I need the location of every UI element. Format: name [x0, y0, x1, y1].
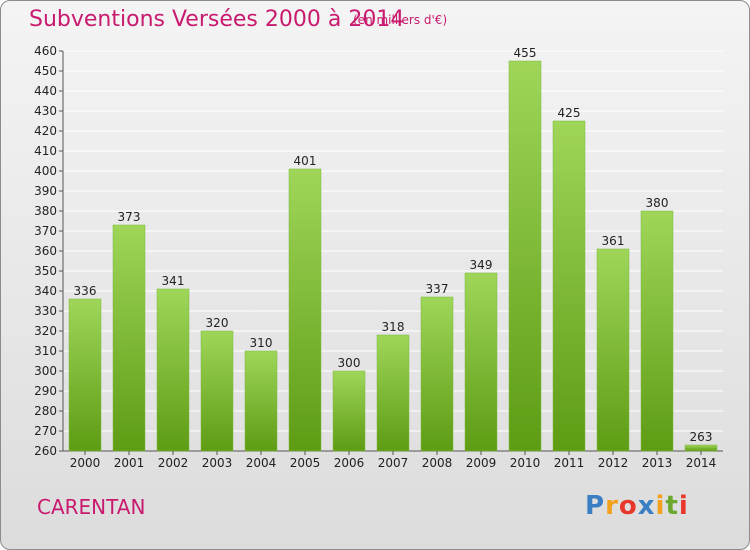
value-label-2005: 401	[294, 154, 317, 168]
bar-2007	[376, 334, 410, 452]
y-tick-label: 400	[34, 164, 57, 178]
logo-letter: x	[637, 491, 656, 521]
x-tick-label-2012: 2012	[598, 456, 629, 470]
city-name: CARENTAN	[37, 495, 146, 519]
y-tick-label: 450	[34, 64, 57, 78]
bar-2002	[156, 288, 190, 452]
y-tick-label: 360	[34, 244, 57, 258]
y-tick-label: 380	[34, 204, 57, 218]
bar-2004	[244, 350, 278, 452]
y-tick-label: 300	[34, 364, 57, 378]
x-tick-label-2004: 2004	[246, 456, 277, 470]
value-label-2006: 300	[338, 356, 361, 370]
bar-2014	[684, 444, 718, 452]
value-label-2013: 380	[646, 196, 669, 210]
bar-2001	[112, 224, 146, 452]
x-tick-label-2003: 2003	[202, 456, 233, 470]
x-tick-label-2009: 2009	[466, 456, 497, 470]
bar-2011	[552, 120, 586, 452]
bar-2010	[508, 60, 542, 452]
y-tick-label: 390	[34, 184, 57, 198]
logo-letter: P	[585, 491, 606, 521]
y-tick-label: 280	[34, 404, 57, 418]
y-tick-labels: 260 270 280 290 300 310 320 330 340 350 360 370 380 3…	[34, 44, 57, 458]
value-label-2014: 263	[690, 430, 713, 444]
y-tick-label: 330	[34, 304, 57, 318]
x-tick-label-2000: 2000	[70, 456, 101, 470]
x-tick-label-2014: 2014	[686, 456, 717, 470]
value-label-2002: 341	[162, 274, 185, 288]
x-tick-label-2013: 2013	[642, 456, 673, 470]
y-tick-label: 270	[34, 424, 57, 438]
y-tick-label: 320	[34, 324, 57, 338]
proxiti-logo: Proxiti	[585, 491, 689, 521]
chart-title: Subventions Versées 2000 à 2014	[29, 7, 405, 32]
y-tick-label: 410	[34, 144, 57, 158]
value-label-2003: 320	[206, 316, 229, 330]
bar-2009	[464, 272, 498, 452]
x-tick-label-2007: 2007	[378, 456, 409, 470]
x-tick-label-2001: 2001	[114, 456, 145, 470]
value-label-2004: 310	[250, 336, 273, 350]
value-label-2000: 336	[74, 284, 97, 298]
y-tick-label: 290	[34, 384, 57, 398]
bar-2013	[640, 210, 674, 452]
y-tick-label: 370	[34, 224, 57, 238]
y-tick-label: 260	[34, 444, 57, 458]
logo-letter: i	[678, 491, 689, 521]
y-tick-label: 440	[34, 84, 57, 98]
x-tick-label-2006: 2006	[334, 456, 365, 470]
y-tick-label: 340	[34, 284, 57, 298]
y-tick-label: 350	[34, 264, 57, 278]
value-label-2011: 425	[558, 106, 581, 120]
bar-2012	[596, 248, 630, 452]
bar-2006	[332, 370, 366, 452]
x-tick-label-2010: 2010	[510, 456, 541, 470]
logo-letter: i	[655, 491, 666, 521]
value-label-2010: 455	[514, 46, 537, 60]
y-tick-label: 420	[34, 124, 57, 138]
x-tick-label-2005: 2005	[290, 456, 321, 470]
chart-subtitle: (en milliers d'€)	[353, 13, 448, 27]
bar-2008	[420, 296, 454, 452]
x-tick-label-2011: 2011	[554, 456, 585, 470]
logo-letter: r	[605, 491, 619, 521]
value-label-2007: 318	[382, 320, 405, 334]
y-tick-label: 430	[34, 104, 57, 118]
value-label-2012: 361	[602, 234, 625, 248]
value-label-2001: 373	[118, 210, 141, 224]
bar-2003	[200, 330, 234, 452]
bar-2005	[288, 168, 322, 452]
value-labels: 336 373 341 320 310 401 300 318 337 349 455 425 361 3…	[74, 46, 713, 444]
bars	[68, 60, 718, 452]
y-tick-label: 460	[34, 44, 57, 58]
x-tick-label-2002: 2002	[158, 456, 189, 470]
logo-letter: t	[665, 491, 679, 521]
y-tick-label: 310	[34, 344, 57, 358]
value-label-2008: 337	[426, 282, 449, 296]
logo-letter: o	[618, 491, 638, 521]
value-label-2009: 349	[470, 258, 493, 272]
bar-2000	[68, 298, 102, 452]
x-tick-label-2008: 2008	[422, 456, 453, 470]
x-tick-labels: 2000 2001 2002 2003 2004 2005 2006 2007 2008 2009…	[70, 451, 717, 470]
